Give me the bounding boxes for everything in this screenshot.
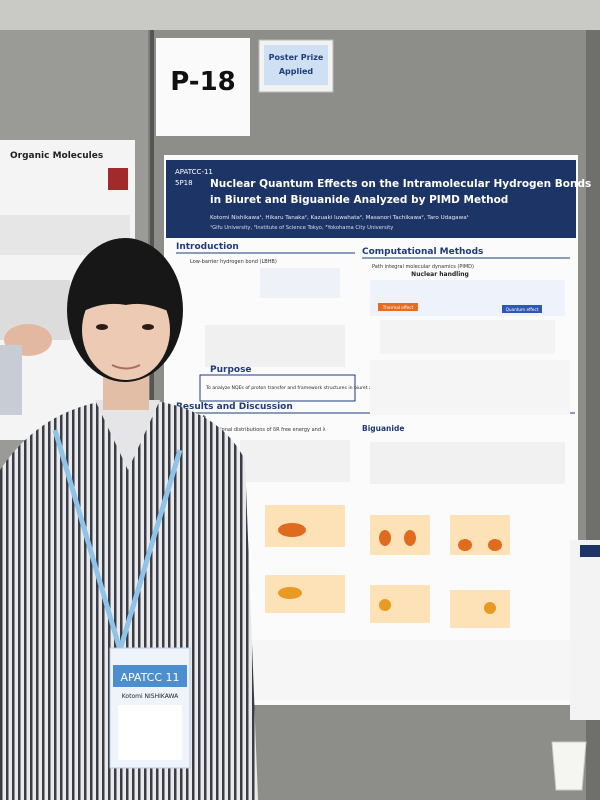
conference-label: APATCC-11 [175, 168, 213, 176]
sleeve [0, 345, 22, 415]
heatmap-spot [484, 602, 496, 614]
methods-sub: Nuclear handling [411, 271, 469, 278]
eye [96, 324, 108, 330]
conditions-table [380, 320, 555, 354]
heatmap [265, 575, 345, 613]
poster-number: P-18 [170, 67, 236, 97]
geometry-figure [370, 360, 570, 415]
face [82, 280, 170, 380]
results-item: One-dimensional distributions of δR free… [190, 427, 326, 433]
poster-code: 5P18 [175, 179, 193, 187]
thermal-label: Thermal effect [382, 305, 414, 310]
right-poster-header [580, 545, 600, 557]
poster-title: Nuclear Quantum Effects on the Intramole… [210, 178, 591, 190]
purpose-box [199, 374, 356, 402]
quantum-label: Quantum effect [506, 307, 539, 312]
intro-structures [205, 325, 345, 367]
results-plot [370, 442, 565, 484]
heatmap [450, 590, 510, 628]
bangs [70, 248, 182, 318]
heatmap-spot [458, 539, 472, 551]
ceiling [0, 0, 600, 30]
poster-header [166, 160, 576, 238]
badge-event: APATCC 11 [120, 671, 179, 684]
section-heading: Results and Discussion [176, 402, 293, 412]
purpose-text: To analyze NQEs of proton transfer and f… [205, 385, 402, 391]
eye [142, 324, 154, 330]
poster-affiliations: ¹Gifu University, ²Institute of Science … [210, 225, 393, 231]
prize-label: Applied [279, 67, 314, 76]
mouth [111, 364, 141, 370]
intro-item: Low-barrier hydrogen bond (LBHB) [190, 259, 277, 265]
intro-figure [260, 268, 340, 298]
poster-title: in Biuret and Biguanide Analyzed by PIMD… [210, 194, 508, 206]
heatmap-spot [379, 530, 391, 546]
collar [95, 400, 160, 470]
quantum-tag [502, 305, 542, 313]
methods-item: Path integral molecular dynamics (PIMD) [372, 264, 474, 270]
heatmap [370, 585, 430, 623]
heatmap-spot [278, 587, 302, 599]
heatmap [265, 505, 345, 547]
prize-label-bg [264, 45, 328, 85]
conclusion-text [250, 640, 570, 700]
results-plot [240, 440, 350, 482]
heatmap [370, 515, 430, 555]
section-heading: Computational Methods [362, 247, 483, 257]
heatmap-spot [404, 530, 416, 546]
left-poster-logo [108, 168, 128, 190]
heatmap-spot [379, 599, 391, 611]
badge-name: Kotomi NISHIKAWA [122, 693, 179, 700]
number-card [156, 38, 250, 136]
badge-header [113, 665, 187, 687]
thermal-tag [378, 303, 418, 311]
poster-authors: Kotomi Nishikawa¹, Hikaru Tanaka², Kazua… [210, 214, 469, 221]
right-poster [570, 540, 600, 720]
section-heading: Introduction [176, 242, 239, 252]
left-poster-title: Organic Molecules [10, 151, 103, 161]
badge-card [118, 705, 182, 760]
section-heading: Purpose [210, 365, 252, 375]
shirt [0, 400, 258, 800]
paper-cup [551, 741, 587, 791]
prize-label: Poster Prize [269, 53, 324, 62]
heatmap-spot [278, 523, 306, 537]
heatmap [450, 515, 510, 555]
heatmap-spot [488, 539, 502, 551]
subsection-heading: Biguanide [362, 424, 404, 433]
